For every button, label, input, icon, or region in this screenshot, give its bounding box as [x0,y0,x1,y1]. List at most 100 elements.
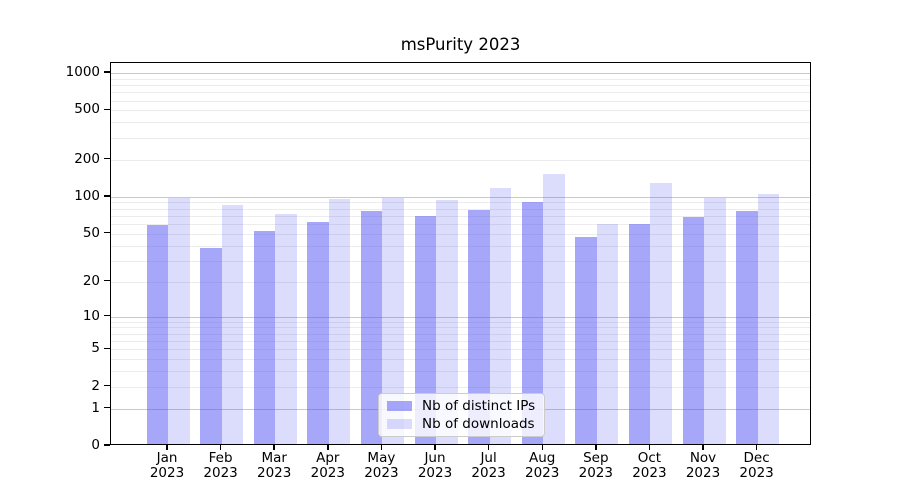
legend-swatch-downloads [387,419,412,429]
x-tick-mark-mar [273,445,275,450]
bar-downloads-jun [436,200,458,444]
legend-swatch-distinct-ips [387,401,412,411]
y-tick-label-5: 5 [91,340,100,357]
y-tick-label-0: 0 [91,437,100,453]
minor-gridline [111,122,810,124]
x-tick-mark-dec [755,445,758,450]
x-tick-label-sep: Sep 2023 [578,450,613,481]
y-tick-mark-20 [104,279,110,282]
y-tick-label-1000: 1000 [65,64,100,80]
bar-distinct-ips-dec [736,210,758,444]
bar-downloads-may [382,197,404,444]
minor-gridline [111,224,810,225]
minor-gridline [111,260,810,262]
y-tick-label-10: 10 [82,307,100,324]
minor-gridline [111,371,810,373]
bar-downloads-feb [221,205,244,444]
bar-distinct-ips-oct [628,223,651,444]
chart-title: msPurity 2023 [400,35,521,54]
legend-label-distinct-ips: Nb of distinct IPs [422,398,536,414]
minor-gridline [111,85,810,86]
x-tick-label-dec: Dec 2023 [739,450,774,481]
bar-distinct-ips-sep [575,237,597,444]
x-tick-mark-jun [434,445,436,450]
x-tick-mark-jul [487,445,490,450]
x-tick-label-jan: Jan 2023 [149,450,185,481]
y-tick-mark-10 [104,314,110,317]
minor-gridline [111,333,810,335]
legend-label-downloads: Nb of downloads [422,416,535,432]
y-tick-label-200: 200 [74,150,100,167]
minor-gridline [111,340,810,342]
y-tick-mark-1000 [104,71,110,73]
y-tick-mark-2 [104,384,110,387]
bar-distinct-ips-nov [682,217,704,444]
x-tick-mark-apr [327,445,329,450]
minor-gridline [111,137,810,139]
bar-downloads-sep [596,223,619,444]
bar-distinct-ips-jul [468,210,490,444]
bar-downloads-mar [275,213,297,444]
major-gridline [111,196,810,198]
bar-distinct-ips-jun [414,216,436,444]
bar-downloads-apr [328,198,351,444]
y-tick-mark-0 [104,444,110,446]
minor-gridline [111,349,810,351]
bar-downloads-dec [757,193,780,444]
minor-gridline [111,215,810,217]
plot-area [110,62,811,445]
y-tick-label-50: 50 [82,224,100,241]
minor-gridline [111,78,810,80]
x-tick-mark-aug [541,445,543,450]
bar-downloads-aug [543,173,565,444]
minor-gridline [111,92,810,94]
minor-gridline [111,359,810,361]
x-tick-label-apr: Apr 2023 [310,450,345,481]
legend: Nb of distinct IPs Nb of downloads [378,393,545,437]
x-tick-label-oct: Oct 2023 [632,450,667,481]
x-tick-mark-jan [166,445,168,450]
x-tick-mark-may [380,445,383,450]
y-tick-label-20: 20 [82,272,100,289]
y-tick-mark-500 [104,108,110,111]
x-tick-label-nov: Nov 2023 [685,450,721,481]
major-gridline [111,73,810,74]
bar-distinct-ips-feb [200,247,222,444]
x-tick-mark-nov [702,445,704,450]
x-tick-mark-oct [648,445,651,450]
x-tick-label-may: May 2023 [364,450,399,481]
x-tick-label-jul: Jul 2023 [471,450,506,481]
y-tick-label-500: 500 [74,101,100,118]
legend-entry-downloads: Nb of downloads [387,416,535,432]
bar-distinct-ips-apr [307,222,329,444]
x-tick-label-mar: Mar 2023 [257,450,292,481]
minor-gridline [111,159,810,161]
minor-gridline [111,110,810,112]
y-tick-mark-1 [104,406,110,409]
bar-distinct-ips-aug [521,202,544,444]
bar-downloads-nov [704,198,726,444]
x-tick-mark-sep [595,445,597,450]
minor-gridline [111,281,810,283]
minor-gridline [111,233,810,235]
minor-gridline [111,327,810,329]
bar-downloads-jan [168,198,190,444]
minor-gridline [111,386,810,388]
minor-gridline [111,245,810,247]
legend-entry-distinct-ips: Nb of distinct IPs [387,398,536,414]
y-tick-mark-100 [104,195,110,197]
y-tick-mark-200 [104,157,110,160]
y-tick-label-100: 100 [74,187,100,204]
minor-gridline [111,321,810,323]
minor-gridline [111,202,810,204]
minor-gridline [111,208,810,210]
y-tick-mark-50 [104,231,110,234]
y-tick-label-2: 2 [91,377,100,394]
x-tick-label-jun: Jun 2023 [417,450,453,481]
bar-distinct-ips-may [360,210,383,444]
x-tick-label-feb: Feb 2023 [203,450,238,481]
x-tick-label-aug: Aug 2023 [525,450,560,481]
y-tick-mark-5 [104,347,110,349]
x-tick-mark-feb [219,445,222,450]
